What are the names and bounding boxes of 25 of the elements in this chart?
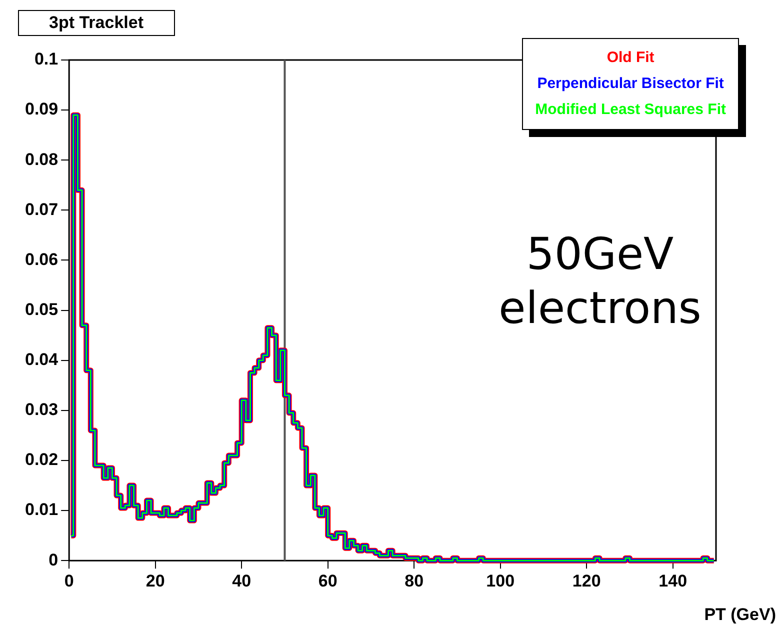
x-tick-label: 60: [318, 571, 338, 590]
y-tick-label: 0.07: [24, 200, 58, 219]
x-axis-title: PT (GeV): [704, 605, 776, 625]
y-tick-label: 0.08: [24, 150, 58, 169]
annotation: 50GeV electrons: [498, 228, 702, 336]
x-tick-label: 80: [404, 571, 424, 590]
y-tick-label: 0.1: [34, 50, 58, 69]
y-tick-label: 0.01: [24, 500, 58, 520]
y-tick-label: 0.06: [24, 250, 58, 269]
y-tick-label: 0.04: [24, 350, 59, 370]
y-tick-label: 0.05: [24, 300, 58, 319]
x-tick-label: 0: [64, 571, 74, 590]
chart-title: 3pt Tracklet: [18, 10, 174, 36]
x-tick-label: 20: [146, 571, 165, 590]
text: Modified Least Squares Fit: [535, 100, 726, 120]
y-tick-label: 0: [48, 550, 58, 570]
y-tick-label: 0.09: [24, 100, 58, 119]
x-tick-label: 140: [658, 571, 688, 590]
x-tick-label: 120: [572, 571, 601, 590]
text: Old Fit: [606, 48, 656, 68]
x-tick-label: 100: [486, 571, 515, 590]
y-tick-label: 0.03: [24, 400, 58, 420]
x-tick-label: 40: [232, 571, 252, 590]
text: Perpendicular Bisector Fit: [536, 74, 725, 94]
y-tick-label: 0.02: [24, 450, 58, 470]
